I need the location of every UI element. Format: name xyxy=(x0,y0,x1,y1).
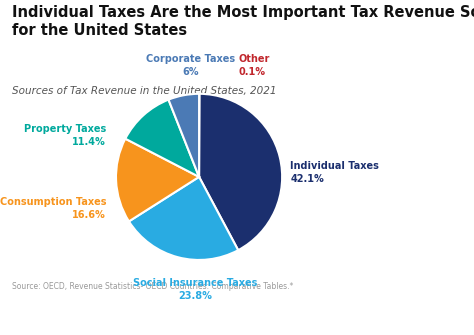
Text: Individual Taxes Are the Most Important Tax Revenue Source
for the United States: Individual Taxes Are the Most Important … xyxy=(12,5,474,38)
Text: Social Insurance Taxes
23.8%: Social Insurance Taxes 23.8% xyxy=(133,278,257,301)
Wedge shape xyxy=(125,99,199,177)
Wedge shape xyxy=(116,139,199,221)
Wedge shape xyxy=(199,94,282,250)
Text: Other
0.1%: Other 0.1% xyxy=(239,54,270,77)
Wedge shape xyxy=(199,94,200,177)
Wedge shape xyxy=(129,177,238,260)
Text: Source: OECD, Revenue Statistics- OECD Countries: Comparative Tables.*: Source: OECD, Revenue Statistics- OECD C… xyxy=(12,282,293,291)
Text: Property Taxes
11.4%: Property Taxes 11.4% xyxy=(24,124,106,147)
Text: Consumption Taxes
16.6%: Consumption Taxes 16.6% xyxy=(0,197,106,220)
Text: @TaxFoundation: @TaxFoundation xyxy=(388,316,468,326)
Text: Corporate Taxes
6%: Corporate Taxes 6% xyxy=(146,54,235,77)
Text: TAX FOUNDATION: TAX FOUNDATION xyxy=(6,316,102,326)
Text: Sources of Tax Revenue in the United States, 2021: Sources of Tax Revenue in the United Sta… xyxy=(12,86,276,96)
Wedge shape xyxy=(168,94,199,177)
Text: Individual Taxes
42.1%: Individual Taxes 42.1% xyxy=(291,161,379,184)
